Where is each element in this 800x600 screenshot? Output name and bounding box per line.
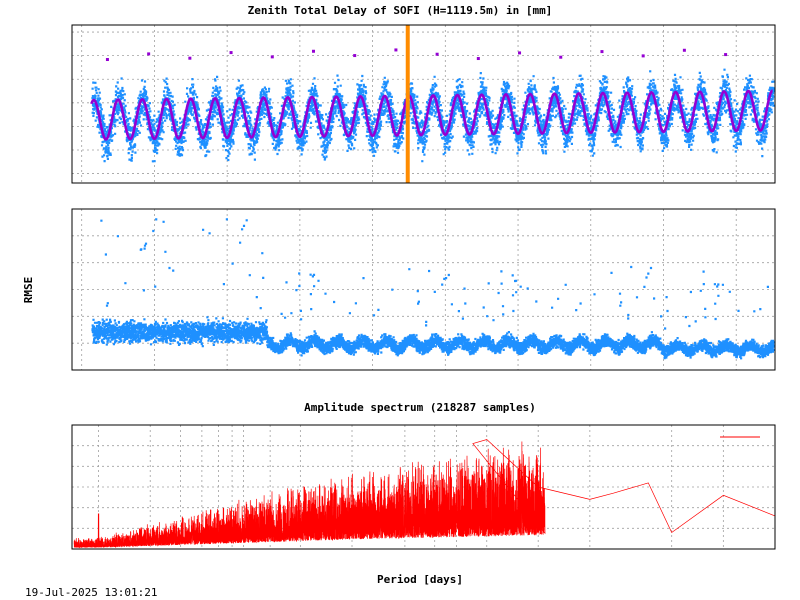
ztd-outlier-point — [353, 54, 357, 58]
ztd-outlier-point — [476, 57, 480, 61]
ztd-outlier-point — [682, 48, 686, 52]
ztd-data-points — [91, 68, 775, 163]
spectrum-line — [73, 439, 776, 549]
rmse-ylabel: RMSE — [22, 277, 35, 304]
ztd-panel — [71, 24, 776, 184]
ztd-outlier-point — [724, 53, 728, 57]
ztd-frame — [71, 24, 776, 184]
ztd-outlier-point — [270, 55, 274, 59]
footer-timestamp: 19-Jul-2025 13:01:21 — [25, 586, 157, 599]
ztd-outlier-point — [394, 48, 398, 52]
spectrum-panel — [71, 424, 776, 550]
ztd-outlier-point — [229, 51, 233, 55]
rmse-frame — [71, 208, 776, 371]
ztd-outlier-point — [600, 50, 604, 54]
ztd-outlier-point — [311, 49, 315, 53]
ztd-fit-curve — [90, 89, 773, 141]
ztd-title: Zenith Total Delay of SOFI (H=1119.5m) i… — [248, 4, 553, 17]
ztd-outlier-point — [518, 51, 522, 55]
spectrum-title: Amplitude spectrum (218287 samples) — [304, 401, 536, 414]
spectrum-xlabel: Period [days] — [377, 573, 463, 586]
rmse-data-points — [91, 218, 775, 360]
rmse-panel — [71, 208, 776, 371]
ztd-outlier-point — [559, 55, 563, 59]
ztd-outlier-point — [105, 58, 109, 62]
ztd-outlier-point — [641, 54, 645, 58]
ztd-outlier-point — [147, 52, 151, 56]
spectrum-frame — [71, 424, 776, 550]
ztd-outlier-point — [435, 52, 439, 56]
ztd-outlier-point — [188, 56, 192, 60]
